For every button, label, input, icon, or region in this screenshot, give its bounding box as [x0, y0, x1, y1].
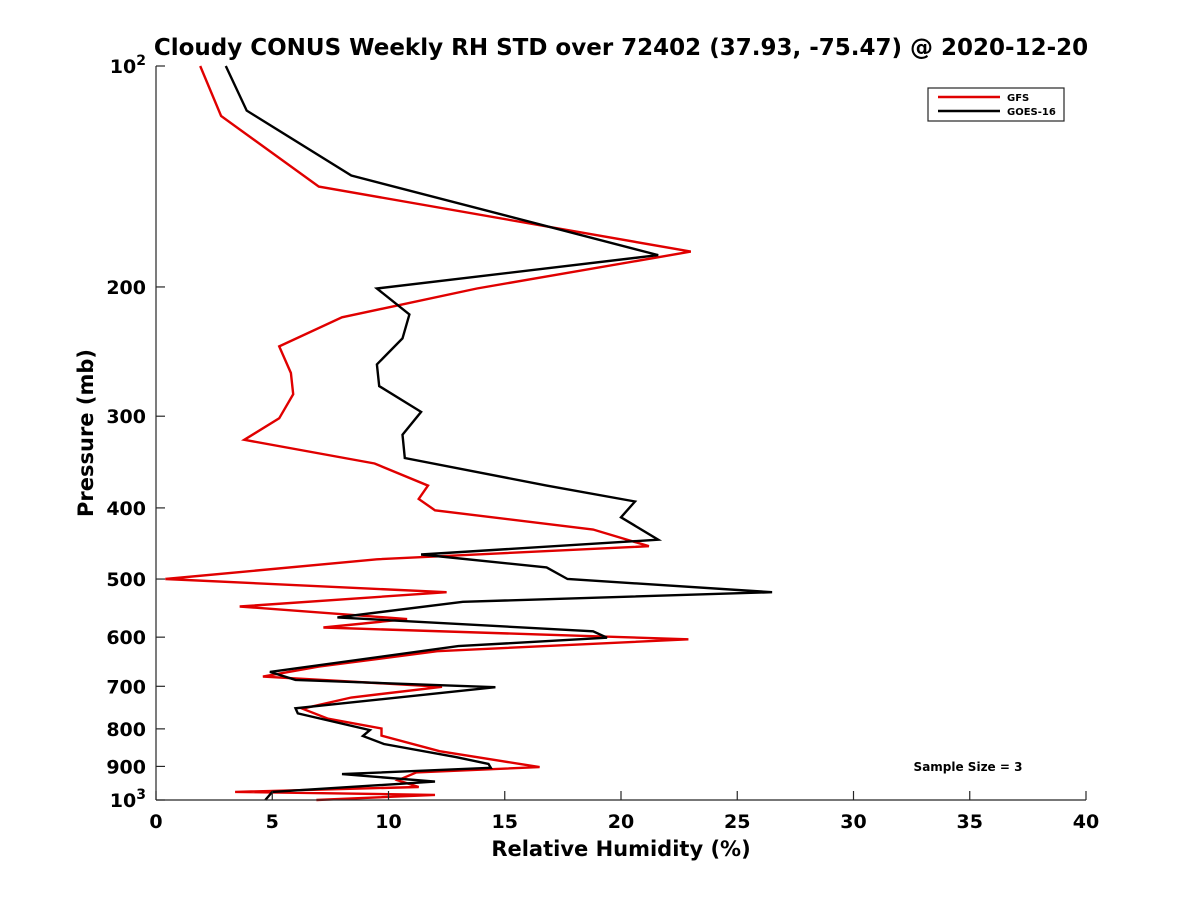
- sample-size-annotation: Sample Size = 3: [914, 760, 1023, 774]
- y-axis-title: Pressure (mb): [74, 349, 98, 517]
- y-tick-label-exponent: 2: [136, 53, 146, 69]
- y-tick-label-exponent: 3: [136, 787, 146, 803]
- legend-label-gfs: GFS: [1007, 93, 1029, 104]
- chart-title: Cloudy CONUS Weekly RH STD over 72402 (3…: [154, 35, 1088, 61]
- x-axis-title: Relative Humidity (%): [491, 837, 750, 861]
- y-tick-label: 700: [106, 676, 146, 698]
- plot-area: 0 5 10 15 20 25 30 35 40 10220030040050060070080…: [106, 53, 1099, 833]
- x-tick-label: 10: [375, 811, 401, 833]
- y-tick-label-base: 10: [110, 790, 136, 812]
- y-tick-label-base: 10: [110, 56, 136, 78]
- x-tick-label: 0: [149, 811, 162, 833]
- x-tick-label: 25: [724, 811, 750, 833]
- legend-box: [927, 87, 1065, 122]
- y-tick-label: 800: [106, 719, 146, 741]
- series-line-gfs: [165, 65, 692, 802]
- y-tick-label: 200: [106, 277, 146, 299]
- series-line-goes-16: [224, 65, 773, 801]
- x-tick-label: 40: [1073, 811, 1099, 833]
- x-tick-label: 35: [957, 811, 983, 833]
- series-layer: [165, 65, 773, 802]
- y-tick-label: 600: [106, 627, 146, 649]
- y-tick-label: 103: [110, 787, 146, 812]
- y-tick-label: 500: [106, 569, 146, 591]
- plot-background: [156, 66, 1086, 800]
- legend-label-goes-16: GOES-16: [1007, 107, 1056, 118]
- y-tick-label: 400: [106, 498, 146, 520]
- legend: GFS GOES-16: [927, 87, 1065, 122]
- y-tick-label: 102: [110, 53, 146, 78]
- x-axis-ticks: 0 5 10 15 20 25 30 35 40: [149, 791, 1099, 833]
- x-tick-label: 30: [840, 811, 866, 833]
- x-tick-label: 5: [266, 811, 279, 833]
- x-tick-label: 20: [608, 811, 634, 833]
- y-tick-label: 300: [106, 406, 146, 428]
- y-tick-label: 900: [106, 756, 146, 778]
- x-tick-label: 15: [492, 811, 518, 833]
- legend-entries: GFS GOES-16: [938, 93, 1056, 118]
